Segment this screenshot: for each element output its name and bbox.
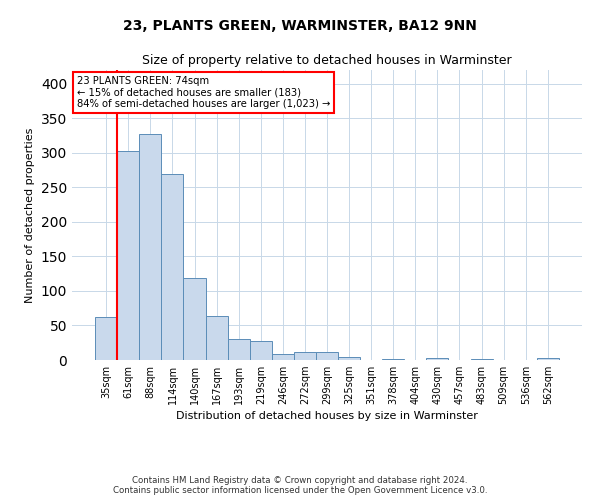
- Text: Contains HM Land Registry data © Crown copyright and database right 2024.
Contai: Contains HM Land Registry data © Crown c…: [113, 476, 487, 495]
- Bar: [470, 358, 493, 360]
- Bar: [139, 134, 161, 360]
- Bar: [427, 358, 448, 360]
- Bar: [227, 340, 250, 360]
- Text: 23 PLANTS GREEN: 74sqm
← 15% of detached houses are smaller (183)
84% of semi-de: 23 PLANTS GREEN: 74sqm ← 15% of detached…: [77, 76, 331, 109]
- Bar: [206, 316, 227, 360]
- Bar: [272, 354, 294, 360]
- X-axis label: Distribution of detached houses by size in Warminster: Distribution of detached houses by size …: [176, 412, 478, 422]
- Bar: [95, 317, 117, 360]
- Bar: [294, 352, 316, 360]
- Bar: [537, 358, 559, 360]
- Title: Size of property relative to detached houses in Warminster: Size of property relative to detached ho…: [142, 54, 512, 68]
- Bar: [117, 151, 139, 360]
- Bar: [338, 356, 360, 360]
- Bar: [316, 352, 338, 360]
- Text: 23, PLANTS GREEN, WARMINSTER, BA12 9NN: 23, PLANTS GREEN, WARMINSTER, BA12 9NN: [123, 18, 477, 32]
- Bar: [161, 174, 184, 360]
- Bar: [250, 342, 272, 360]
- Bar: [382, 358, 404, 360]
- Y-axis label: Number of detached properties: Number of detached properties: [25, 128, 35, 302]
- Bar: [184, 278, 206, 360]
